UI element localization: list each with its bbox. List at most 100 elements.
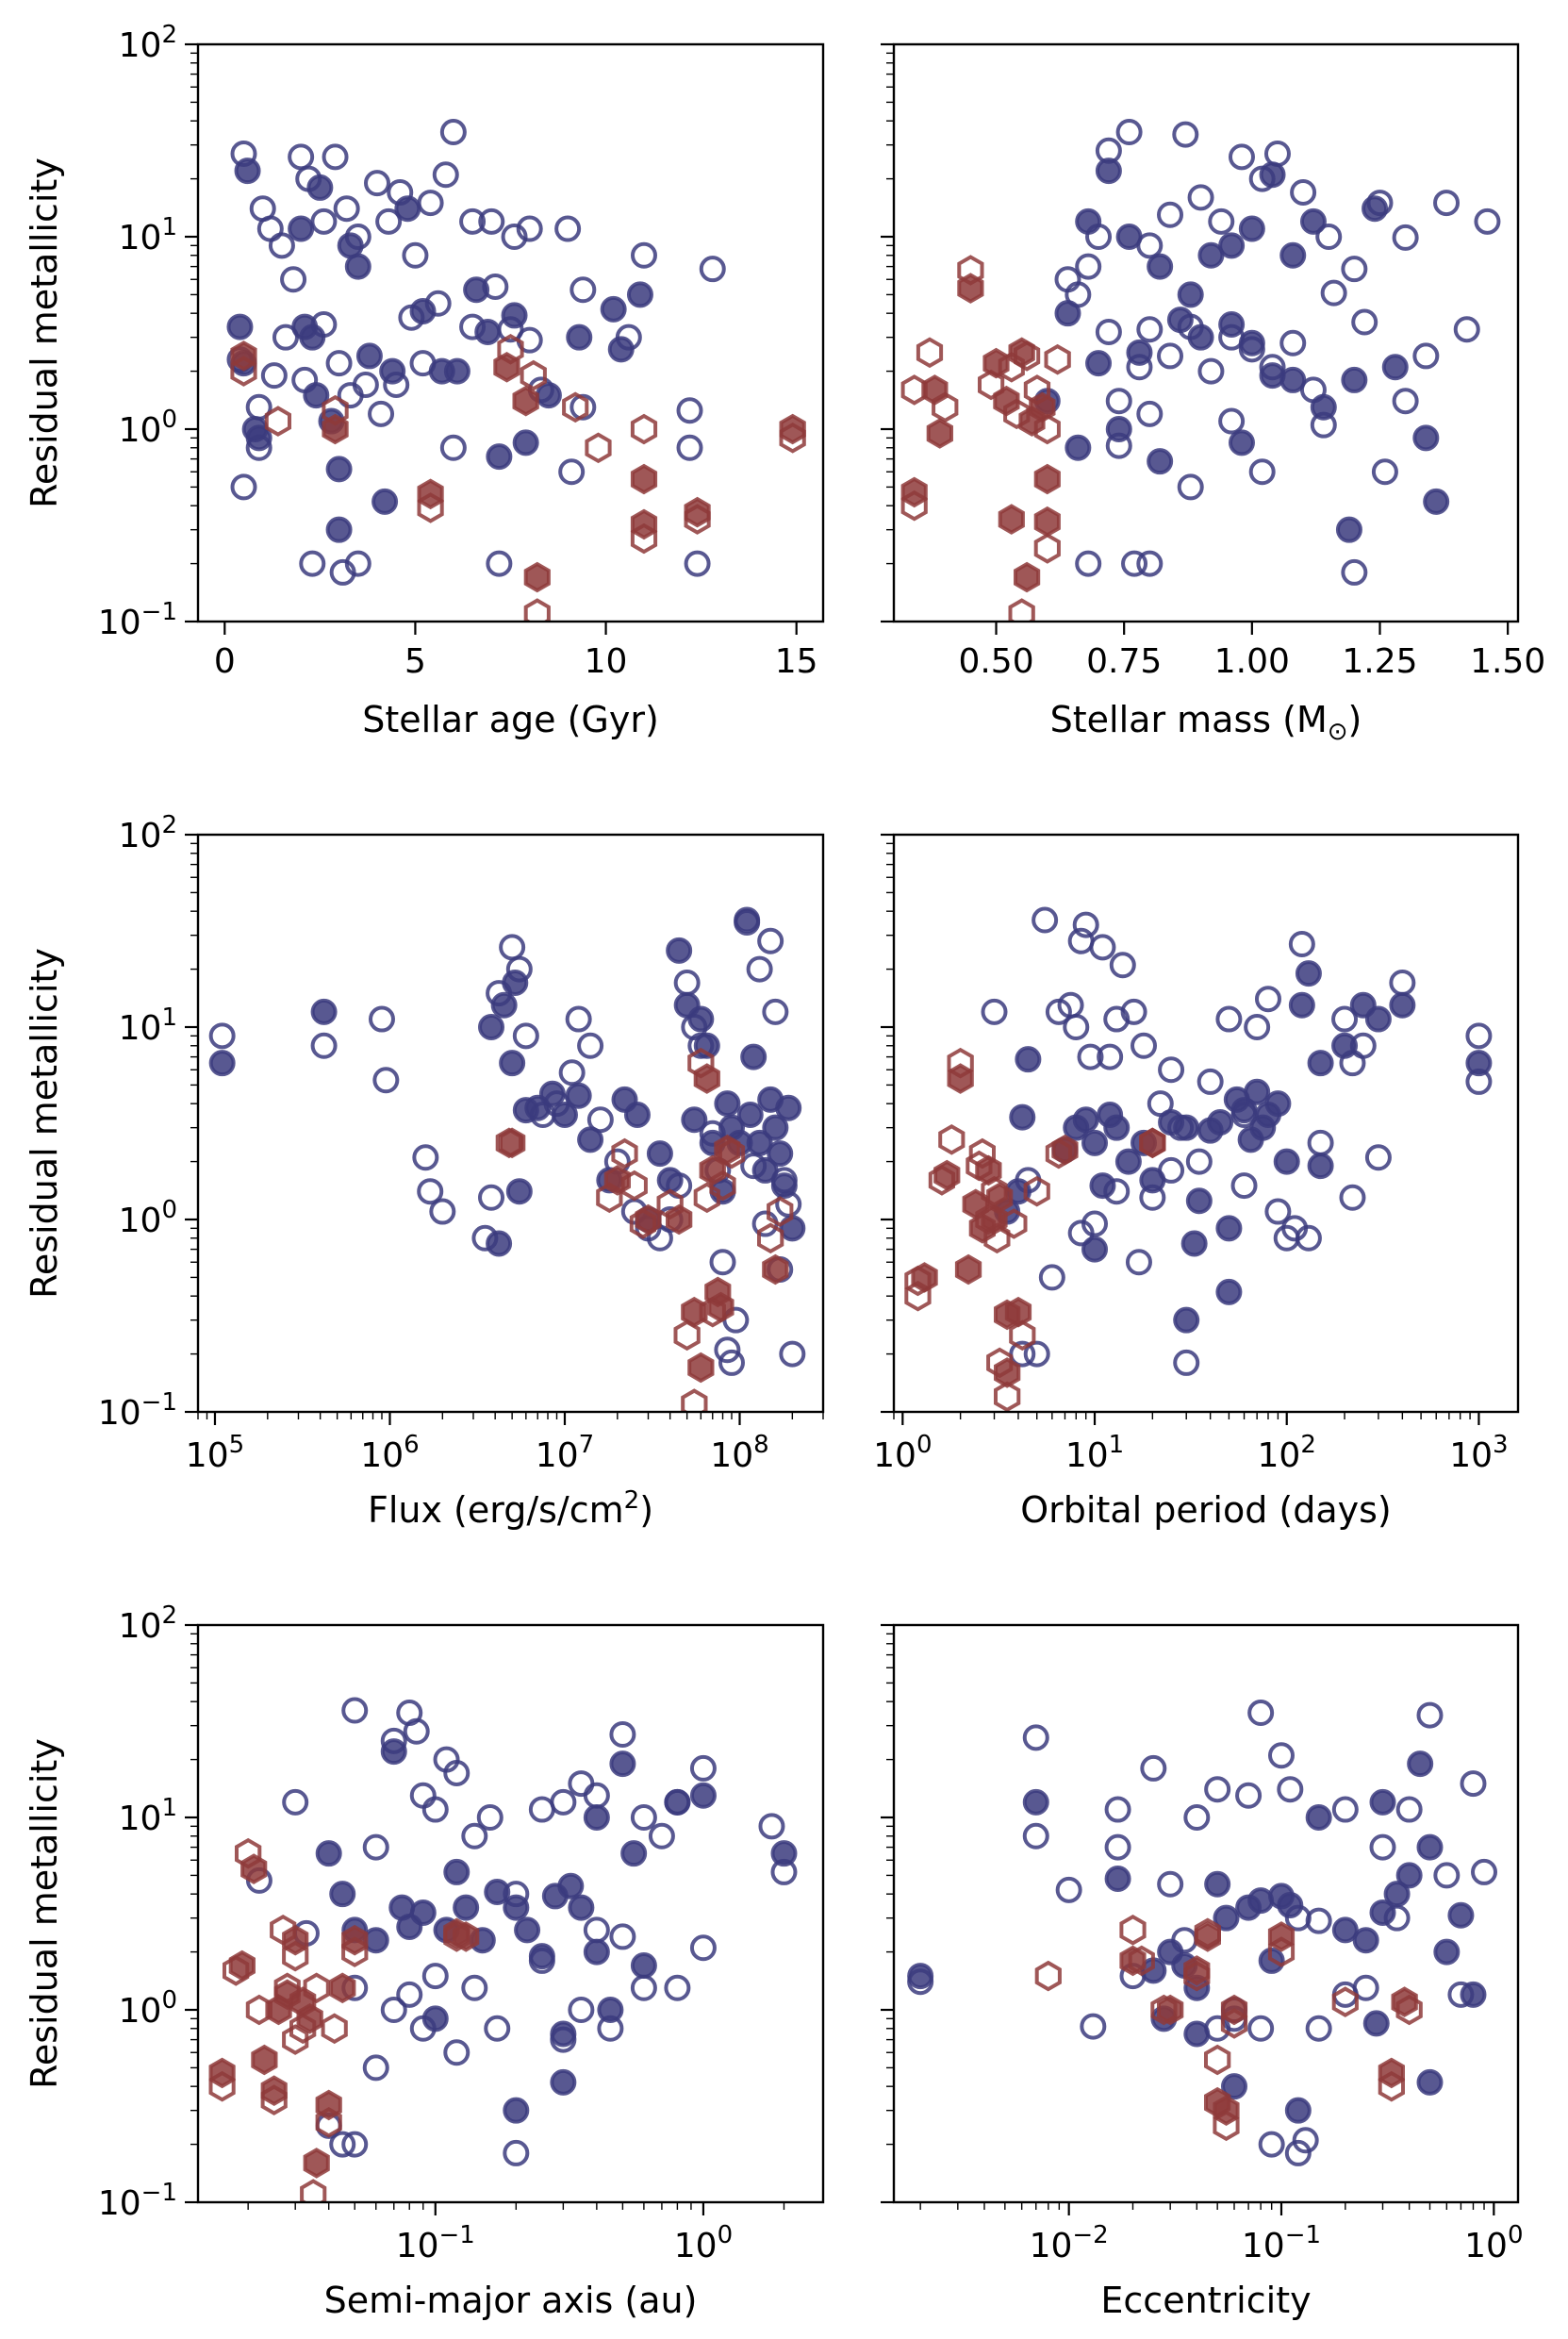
data-point <box>1299 207 1327 235</box>
data-point <box>1119 1914 1147 1946</box>
series-red-open <box>900 255 1071 622</box>
data-point <box>453 1894 480 1921</box>
data-point <box>1447 1901 1475 1929</box>
data-point <box>1307 1153 1334 1180</box>
data-point <box>1197 357 1225 385</box>
data-point <box>1248 458 1276 486</box>
data-point <box>230 340 257 372</box>
data-point <box>362 2054 389 2082</box>
data-point <box>998 504 1025 535</box>
data-point <box>630 1951 657 1979</box>
data-point <box>478 1184 505 1211</box>
y-tick-label: 100 <box>119 406 177 450</box>
data-point <box>1022 1788 1049 1816</box>
data-point <box>1369 1833 1396 1861</box>
data-point <box>1264 1198 1292 1225</box>
data-point <box>409 297 437 324</box>
series-blue-open <box>1054 119 1501 586</box>
data-point <box>1290 178 1317 206</box>
data-point <box>371 488 399 515</box>
x-tick-label: 10 <box>585 642 628 681</box>
data-point <box>681 1296 708 1328</box>
data-point <box>409 1899 437 1926</box>
data-point <box>568 1997 595 2023</box>
data-point <box>282 1924 309 1956</box>
data-point <box>417 1178 444 1205</box>
data-point <box>432 161 459 189</box>
data-point <box>568 1770 595 1798</box>
data-point <box>558 458 586 486</box>
data-point <box>514 1916 541 1944</box>
y-axis-label: Residual metallicity <box>24 948 65 1299</box>
data-point <box>1166 307 1194 334</box>
data-point <box>1277 1892 1304 1919</box>
data-point <box>1072 1106 1099 1134</box>
data-point <box>714 1336 741 1364</box>
data-point <box>994 1357 1021 1388</box>
data-point <box>1072 911 1099 938</box>
data-point <box>528 1943 555 1970</box>
data-point <box>666 1203 693 1236</box>
data-point <box>1081 1129 1109 1156</box>
data-point <box>673 969 701 996</box>
data-point <box>282 2024 309 2055</box>
data-point <box>770 1840 798 1867</box>
data-point <box>1136 316 1164 343</box>
data-point <box>1339 1184 1366 1211</box>
data-point <box>288 215 315 242</box>
data-point <box>1183 1955 1211 1986</box>
data-point <box>1089 1172 1116 1200</box>
axes-frame <box>892 1623 1520 2204</box>
data-point <box>1215 1215 1243 1242</box>
data-point <box>1288 991 1315 1019</box>
data-point <box>1183 1804 1211 1831</box>
y-tick-label: 101 <box>119 213 177 257</box>
x-tick-label: 5 <box>404 642 426 681</box>
data-point <box>486 443 513 471</box>
data-point <box>664 1974 691 2001</box>
data-point <box>583 1782 610 1809</box>
y-axis-label: Residual metallicity <box>24 1738 65 2089</box>
data-point <box>762 1253 789 1286</box>
data-point <box>656 1167 684 1194</box>
panel-period: 100 101 102 103 Orbital period (days) <box>873 833 1520 1531</box>
x-tick-label: 106 <box>360 1431 419 1475</box>
data-point <box>954 1253 982 1286</box>
data-point <box>1381 354 1409 381</box>
data-point <box>375 207 403 235</box>
data-point <box>938 1123 966 1155</box>
data-point <box>1460 1981 1487 2008</box>
data-point <box>689 1782 717 1809</box>
data-point <box>1295 960 1322 987</box>
data-point <box>1230 1172 1258 1200</box>
data-point <box>1412 424 1440 452</box>
data-point <box>1139 1167 1166 1194</box>
data-point <box>1185 1148 1213 1175</box>
data-point <box>635 1203 662 1236</box>
y-tick-label: 100 <box>119 1196 177 1240</box>
x-tick-label: 100 <box>674 2221 733 2265</box>
data-point <box>1471 1858 1498 1885</box>
data-point <box>1220 2073 1247 2100</box>
data-point <box>1183 2020 1211 2048</box>
data-point <box>1105 416 1132 442</box>
data-point <box>1032 906 1059 934</box>
data-point <box>1351 308 1378 336</box>
data-point <box>409 1782 437 1809</box>
data-point <box>443 357 470 385</box>
data-point <box>1034 1960 1062 1992</box>
data-point <box>1085 350 1113 377</box>
data-point <box>362 1833 389 1861</box>
data-point <box>303 382 330 409</box>
data-point <box>1105 388 1132 415</box>
marks-mass <box>900 119 1501 622</box>
axes-frame <box>892 833 1520 1414</box>
data-point <box>322 413 349 445</box>
data-point <box>1033 506 1061 538</box>
data-point <box>709 1249 736 1276</box>
data-point <box>1177 281 1204 308</box>
series-red-filled <box>911 1063 1166 1388</box>
data-point <box>1215 1278 1243 1305</box>
data-point <box>1315 224 1343 250</box>
data-point <box>503 1894 530 1921</box>
